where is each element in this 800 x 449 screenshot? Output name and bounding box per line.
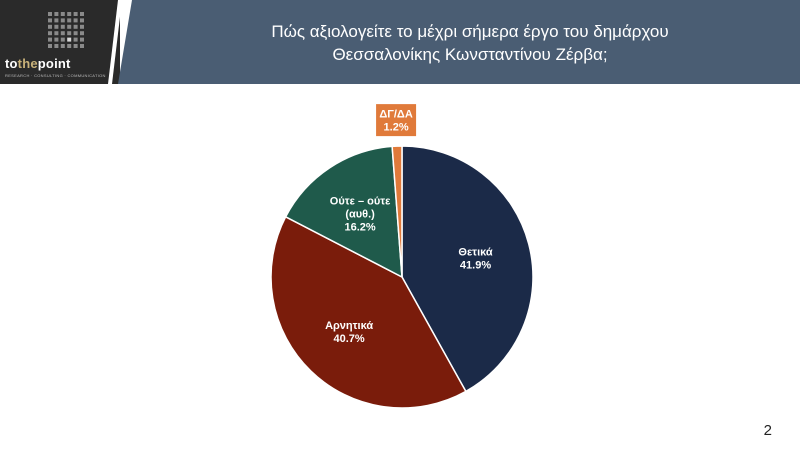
slice-value-label: 41.9% bbox=[460, 259, 491, 271]
header-bar bbox=[118, 0, 800, 84]
pie-slice bbox=[284, 145, 403, 279]
slice-value-label: 16.2% bbox=[344, 222, 375, 234]
logo-tagline: RESEARCH · CONSULTING · COMMUNICATION bbox=[5, 73, 106, 78]
title-line-1: Πώς αξιολογείτε το μέχρι σήμερα έργο του… bbox=[271, 22, 669, 41]
logo: tothepoint RESEARCH · CONSULTING · COMMU… bbox=[0, 0, 120, 84]
slice-value-label: 1.2% bbox=[384, 122, 409, 134]
slice-category-label: Ούτε – ούτε bbox=[330, 196, 391, 208]
logo-wordmark: tothepoint bbox=[5, 56, 71, 71]
page-title: Πώς αξιολογείτε το μέχρι σήμερα έργο του… bbox=[150, 20, 790, 66]
slice-category-label: Αρνητικά bbox=[325, 320, 373, 332]
pie-slice bbox=[270, 215, 467, 409]
page-number: 2 bbox=[763, 422, 772, 439]
slice-category-label: Θετικά bbox=[458, 246, 493, 258]
slice-category-label: ΔΓ/ΔΑ bbox=[379, 109, 412, 121]
pie-slice bbox=[391, 145, 403, 278]
pie-slice bbox=[401, 145, 534, 393]
slice-label-box bbox=[376, 104, 417, 137]
title-line-2: Θεσσαλονίκης Κωνσταντίνου Ζέρβα; bbox=[332, 45, 608, 64]
slice-category-label: (αυθ.) bbox=[345, 209, 375, 221]
logo-dot-grid-icon bbox=[48, 12, 84, 48]
slice-value-label: 40.7% bbox=[334, 333, 365, 345]
